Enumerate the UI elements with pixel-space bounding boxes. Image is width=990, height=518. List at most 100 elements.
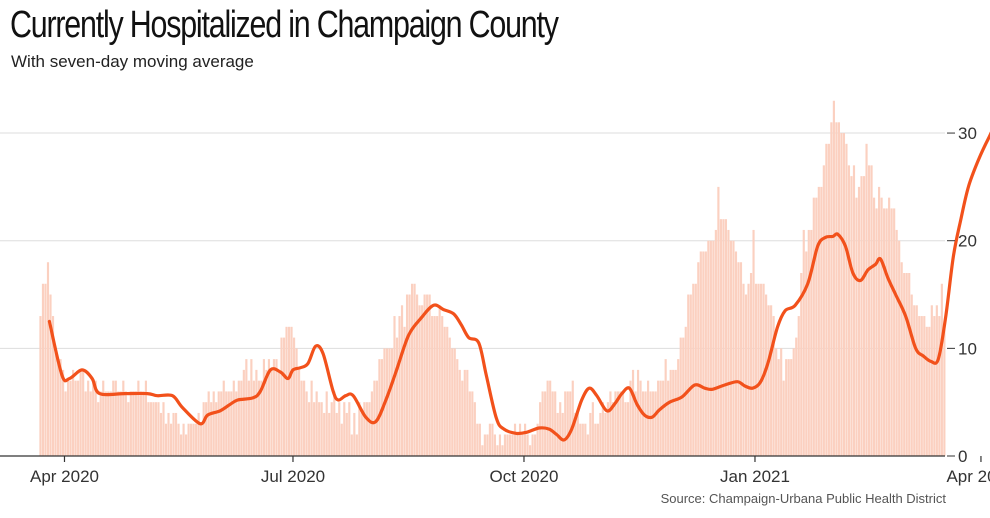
daily-bar	[900, 262, 903, 456]
daily-bar	[195, 423, 198, 456]
daily-bar	[303, 380, 306, 456]
daily-bar	[79, 369, 82, 456]
daily-bar	[363, 402, 366, 456]
daily-bar	[888, 197, 891, 456]
daily-bar	[265, 369, 268, 456]
daily-bar	[561, 412, 564, 456]
daily-bar	[518, 423, 522, 456]
daily-bar	[837, 122, 840, 456]
daily-bar	[330, 402, 333, 456]
daily-bar	[649, 391, 652, 456]
daily-bar	[250, 359, 253, 456]
daily-bar	[92, 380, 95, 456]
daily-bar	[554, 391, 557, 456]
daily-bar	[850, 176, 853, 456]
daily-bar	[707, 240, 710, 456]
daily-bar	[190, 423, 193, 456]
daily-bar	[825, 143, 828, 456]
daily-bar	[157, 402, 160, 456]
daily-bar	[355, 434, 358, 456]
daily-bar	[802, 229, 805, 456]
daily-bar	[503, 434, 507, 456]
daily-bar	[134, 391, 137, 456]
daily-bar	[215, 402, 218, 456]
daily-bar	[74, 380, 77, 456]
daily-bar	[69, 380, 72, 456]
daily-bar	[247, 380, 250, 456]
daily-bar	[237, 380, 240, 456]
daily-bar	[179, 434, 183, 456]
daily-bar	[594, 423, 597, 456]
daily-bar	[463, 369, 466, 456]
daily-bar	[282, 337, 286, 456]
daily-bar	[493, 434, 497, 456]
daily-bar	[513, 423, 517, 456]
daily-bar	[624, 402, 627, 456]
daily-bar	[232, 380, 235, 456]
daily-bar	[867, 165, 871, 456]
daily-bar	[129, 391, 132, 456]
daily-bar	[757, 283, 760, 456]
daily-bar	[418, 305, 421, 456]
daily-bar	[928, 326, 931, 456]
daily-bar	[732, 240, 735, 456]
daily-bar	[428, 294, 431, 456]
y-tick-label: 20	[958, 232, 977, 251]
daily-bar	[842, 133, 846, 456]
daily-bar	[599, 412, 602, 456]
daily-bar	[185, 434, 188, 456]
daily-bar	[742, 283, 745, 456]
daily-bar	[405, 294, 409, 456]
daily-bar	[315, 391, 318, 456]
daily-bar	[566, 391, 569, 456]
daily-bar	[466, 369, 469, 456]
daily-bar	[230, 391, 233, 456]
daily-bar	[634, 391, 637, 456]
daily-bar	[662, 380, 665, 456]
daily-bar	[913, 305, 916, 456]
daily-bar	[747, 283, 750, 456]
seven-day-average-line	[47, 131, 990, 442]
daily-bar	[920, 316, 923, 456]
daily-bar	[576, 412, 579, 456]
daily-bar	[348, 402, 351, 456]
daily-bar	[167, 412, 170, 456]
daily-bar	[812, 197, 815, 456]
daily-bar	[456, 359, 459, 456]
daily-bar	[727, 229, 730, 456]
daily-bar	[200, 423, 203, 456]
daily-bar	[508, 434, 512, 456]
daily-bar	[923, 316, 926, 456]
daily-bar	[536, 423, 539, 456]
daily-bar	[579, 423, 582, 456]
daily-bar	[408, 294, 411, 456]
daily-bar	[169, 423, 173, 456]
daily-bar	[571, 380, 574, 456]
daily-bar	[107, 391, 110, 456]
daily-bar	[164, 423, 168, 456]
daily-bar	[704, 251, 707, 456]
chart-subtitle: With seven-day moving average	[11, 52, 254, 71]
daily-bar	[390, 348, 394, 456]
daily-bar	[616, 391, 620, 456]
daily-bar	[752, 229, 755, 456]
daily-bar	[212, 391, 215, 456]
daily-bar	[441, 316, 444, 456]
daily-bar	[99, 391, 102, 456]
daily-bar	[644, 391, 647, 456]
daily-bar	[345, 412, 348, 456]
daily-bar	[491, 423, 494, 456]
daily-bar	[51, 316, 55, 456]
daily-bar	[689, 294, 692, 456]
daily-bar	[340, 423, 343, 456]
daily-bar	[325, 391, 328, 456]
daily-bar	[516, 434, 519, 456]
daily-bar	[925, 326, 928, 456]
daily-bar	[400, 305, 404, 456]
daily-bar	[702, 251, 705, 456]
x-tick-label: Oct 2020	[489, 467, 558, 486]
daily-bar	[569, 391, 572, 456]
daily-bar	[461, 380, 464, 456]
daily-bar	[875, 208, 878, 456]
